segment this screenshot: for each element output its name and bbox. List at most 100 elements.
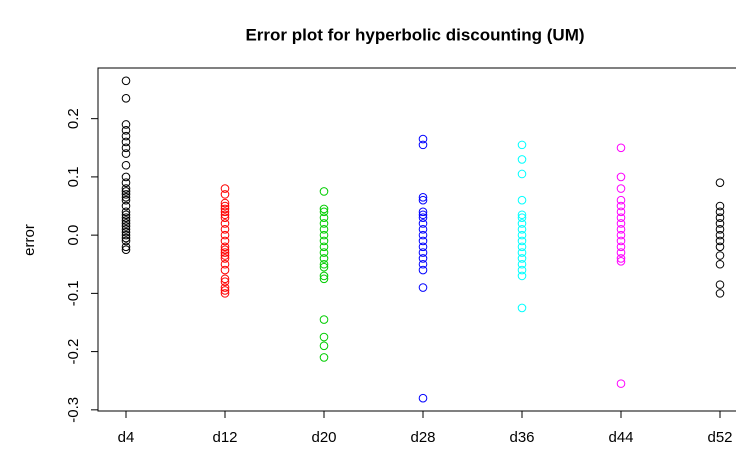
point — [319, 242, 329, 252]
point — [319, 315, 329, 324]
point — [220, 283, 230, 292]
point — [220, 265, 230, 275]
point — [121, 219, 131, 228]
point — [220, 201, 230, 211]
point — [715, 280, 725, 289]
point — [418, 248, 428, 257]
point — [715, 236, 725, 246]
point — [121, 131, 131, 141]
point — [616, 230, 626, 240]
point — [220, 219, 230, 228]
point — [121, 216, 131, 225]
point — [715, 213, 725, 222]
point — [121, 126, 131, 135]
point — [121, 184, 131, 193]
point — [121, 210, 131, 220]
point — [220, 277, 230, 287]
point — [220, 242, 230, 252]
point — [715, 219, 725, 228]
point — [220, 245, 230, 254]
point — [220, 210, 230, 220]
point — [616, 248, 626, 257]
point — [121, 225, 131, 234]
point — [121, 207, 131, 217]
point — [517, 242, 527, 252]
x-tick-label: d44 — [608, 429, 633, 446]
point — [220, 225, 230, 234]
point — [517, 213, 527, 222]
chart-title: Error plot for hyperbolic discounting (U… — [245, 25, 584, 44]
x-tick-label: d20 — [311, 429, 336, 446]
point — [319, 341, 329, 351]
point — [319, 262, 329, 272]
point — [121, 76, 131, 86]
point — [121, 245, 131, 254]
point — [517, 259, 527, 269]
point — [220, 248, 230, 257]
point — [616, 219, 626, 228]
point — [121, 230, 131, 240]
point — [121, 120, 131, 129]
point — [121, 172, 131, 182]
point — [121, 233, 131, 243]
point — [418, 140, 428, 150]
point — [616, 201, 626, 211]
point — [715, 242, 725, 252]
point — [418, 236, 428, 246]
point — [220, 254, 230, 263]
point — [418, 225, 428, 234]
point — [715, 178, 725, 188]
x-tick-label: d52 — [707, 429, 732, 446]
point — [616, 143, 626, 153]
point — [616, 236, 626, 246]
point — [715, 251, 725, 260]
point — [616, 207, 626, 217]
point — [517, 236, 527, 246]
point — [418, 192, 428, 202]
point — [517, 230, 527, 240]
point — [121, 93, 131, 103]
point — [715, 259, 725, 269]
point — [220, 207, 230, 217]
point — [220, 286, 230, 295]
point — [517, 210, 527, 220]
point — [616, 254, 626, 263]
point — [517, 271, 527, 281]
point — [517, 248, 527, 257]
point — [418, 283, 428, 292]
point — [220, 204, 230, 214]
point — [121, 178, 131, 188]
y-axis-label: error — [21, 224, 38, 256]
point — [121, 227, 131, 237]
point — [220, 230, 230, 240]
point — [319, 230, 329, 240]
point — [121, 190, 131, 199]
point — [418, 265, 428, 275]
point — [121, 143, 131, 153]
point — [616, 184, 626, 193]
point — [220, 184, 230, 193]
point — [319, 248, 329, 257]
point — [715, 201, 725, 211]
point — [517, 265, 527, 275]
point — [418, 219, 428, 228]
point — [121, 201, 131, 211]
point — [418, 213, 428, 222]
point — [121, 149, 131, 158]
point — [418, 259, 428, 269]
point — [616, 242, 626, 252]
point — [220, 198, 230, 208]
point — [517, 195, 527, 205]
y-tick-label: -0.2 — [65, 339, 82, 365]
point — [418, 207, 428, 217]
point — [517, 219, 527, 228]
y-tick-label: 0.0 — [65, 225, 82, 246]
point — [121, 137, 131, 147]
point — [121, 213, 131, 222]
point — [121, 236, 131, 246]
point — [418, 210, 428, 220]
point — [715, 207, 725, 217]
point — [715, 225, 725, 234]
point — [319, 219, 329, 228]
point — [715, 230, 725, 240]
